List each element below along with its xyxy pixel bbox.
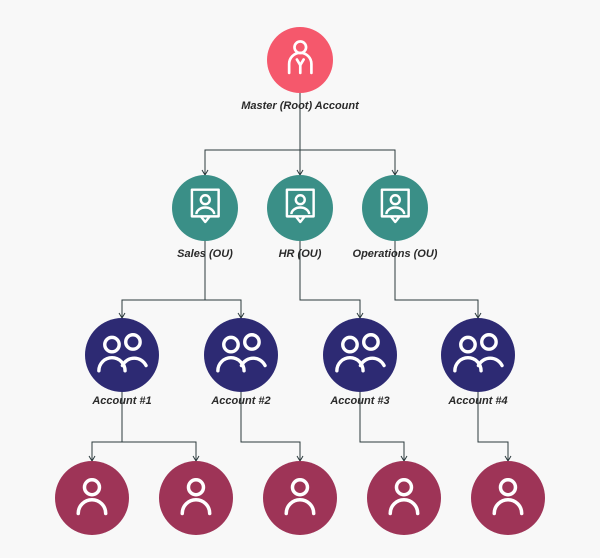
two-users-icon — [447, 321, 510, 389]
label-acc1: Account #1 — [92, 395, 151, 407]
photo-user-icon — [373, 183, 418, 233]
two-users-icon — [91, 321, 154, 389]
user-outline-icon — [379, 471, 429, 526]
photo-user-icon — [278, 183, 323, 233]
user-outline-icon — [67, 471, 117, 526]
photo-user-icon — [183, 183, 228, 233]
node-u4 — [367, 461, 441, 535]
label-ou3: Operations (OU) — [353, 248, 438, 260]
label-acc3: Account #3 — [330, 395, 389, 407]
node-u5 — [471, 461, 545, 535]
node-ou1 — [172, 175, 238, 241]
node-ou3 — [362, 175, 428, 241]
node-ou2 — [267, 175, 333, 241]
two-users-icon — [210, 321, 273, 389]
node-acc2 — [204, 318, 278, 392]
diagram-stage: Master (Root) Account Sales (OU) HR (OU)… — [0, 0, 600, 558]
user-outline-icon — [275, 471, 325, 526]
label-ou2: HR (OU) — [279, 248, 322, 260]
node-acc3 — [323, 318, 397, 392]
node-acc4 — [441, 318, 515, 392]
two-users-icon — [329, 321, 392, 389]
person-pro-icon — [278, 35, 323, 85]
node-root — [267, 27, 333, 93]
label-ou1: Sales (OU) — [177, 248, 233, 260]
node-u3 — [263, 461, 337, 535]
label-root: Master (Root) Account — [241, 100, 359, 112]
label-acc2: Account #2 — [211, 395, 270, 407]
node-u1 — [55, 461, 129, 535]
label-acc4: Account #4 — [448, 395, 507, 407]
user-outline-icon — [483, 471, 533, 526]
node-acc1 — [85, 318, 159, 392]
node-u2 — [159, 461, 233, 535]
user-outline-icon — [171, 471, 221, 526]
